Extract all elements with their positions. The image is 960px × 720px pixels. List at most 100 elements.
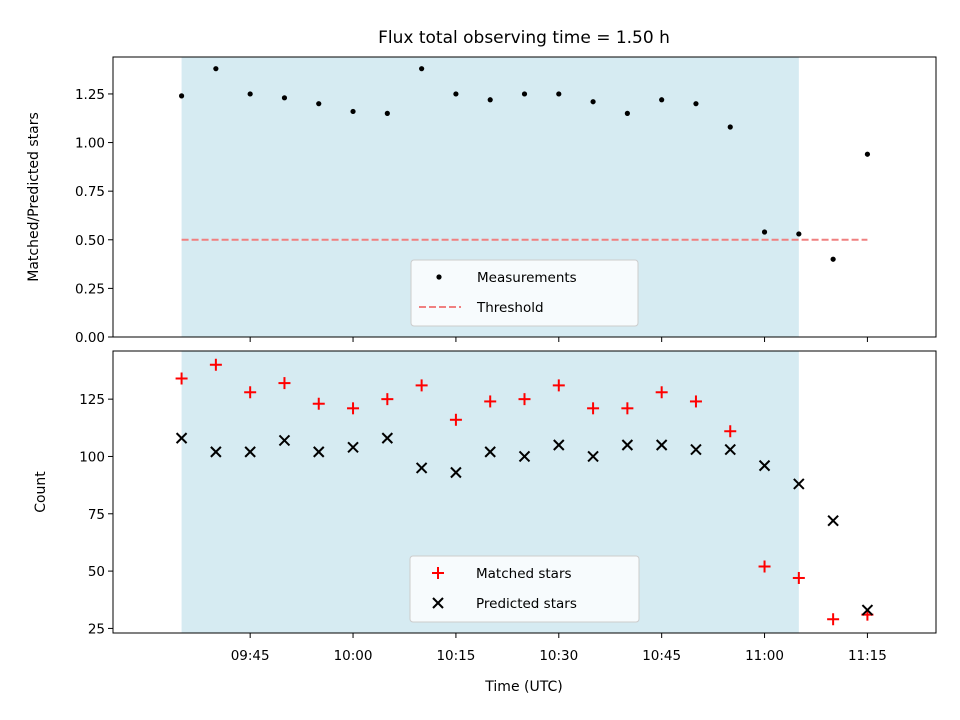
measurements-point [521, 91, 528, 97]
top-axes-frame [112, 56, 937, 338]
measurements-point [556, 91, 562, 97]
x-tick-label: 11:15 [848, 648, 887, 664]
measurements-point [316, 101, 322, 107]
matched-stars-point [587, 402, 600, 415]
measurements-point [281, 95, 288, 101]
measurements-point [384, 110, 390, 116]
legend-marker-measurements [436, 274, 442, 280]
x-tick-label: 10:15 [436, 648, 475, 664]
measurements-point [727, 124, 733, 130]
top-panel-marks [178, 66, 871, 262]
y-tick-label: 100 [79, 449, 105, 465]
predicted-stars-point [690, 443, 702, 456]
predicted-stars-point [347, 441, 359, 453]
measurements-point [830, 256, 836, 262]
measurements-point [487, 97, 493, 103]
measurements-point [178, 93, 185, 99]
matched-stars-point [244, 386, 257, 399]
x-tick-label: 11:00 [745, 648, 784, 664]
y-tick-label: 25 [88, 621, 105, 637]
measurements-point [624, 110, 630, 116]
legend-label-matched-stars: Matched stars [476, 566, 572, 582]
top-legend: Measurements Threshold [410, 259, 639, 327]
predicted-stars-point [621, 439, 634, 451]
matched-stars-point [792, 571, 805, 584]
y-tick-label: 0.50 [75, 233, 105, 249]
measurements-point [796, 231, 802, 237]
matched-stars-point [724, 425, 737, 438]
predicted-stars-point [381, 432, 394, 444]
top-y-axis-ticks: 0.00 0.25 0.50 0.75 1.00 1.25 [75, 87, 113, 346]
y-tick-label: 0.00 [75, 330, 105, 346]
y-tick-label: 0.25 [75, 281, 105, 297]
matched-stars-point [484, 395, 497, 408]
predicted-stars-point [415, 462, 428, 474]
measurements-point [247, 91, 253, 97]
x-tick-label: 09:45 [231, 648, 270, 664]
y-tick-label: 1.00 [75, 136, 105, 152]
bottom-y-axis-ticks: 25 50 75 100 125 [79, 392, 113, 637]
predicted-stars-point [587, 450, 599, 463]
y-tick-label: 75 [88, 507, 105, 523]
predicted-stars-point [827, 514, 839, 527]
measurements-point [350, 108, 356, 115]
matched-stars-point [209, 358, 222, 371]
measurements-point [213, 66, 219, 72]
top-y-axis-label: Matched/Predicted stars [26, 112, 42, 282]
matched-stars-point [347, 402, 360, 415]
legend-label-threshold: Threshold [476, 300, 544, 316]
predicted-stars-point [210, 446, 222, 458]
top-legend-box [410, 259, 639, 327]
bottom-axes-frame [112, 350, 937, 634]
predicted-stars-point [655, 439, 668, 451]
predicted-stars-point [313, 446, 325, 458]
matched-stars-point [655, 386, 668, 399]
predicted-stars-point [518, 450, 531, 463]
legend-marker-matched-stars [432, 567, 444, 579]
predicted-stars-point [553, 439, 565, 451]
top-panel: 0.00 0.25 0.50 0.75 1.00 1.25 Matched/Predict… [26, 56, 937, 346]
measurements-point [659, 97, 665, 103]
matched-stars-point [552, 379, 565, 392]
matched-stars-point [312, 397, 325, 410]
matched-stars-point [758, 560, 771, 573]
matched-stars-point [827, 613, 840, 626]
predicted-stars-point [450, 466, 462, 479]
predicted-stars-point [724, 443, 736, 456]
legend-label-measurements: Measurements [477, 270, 577, 286]
measurements-point [419, 66, 425, 72]
x-tick-label: 10:00 [334, 648, 373, 664]
measurements-point [590, 99, 596, 105]
bottom-legend: Matched stars Predicted stars [409, 555, 640, 623]
y-tick-label: 0.75 [75, 184, 105, 200]
predicted-stars-point [758, 459, 771, 472]
predicted-stars-point [484, 446, 496, 458]
matched-stars-point [621, 402, 634, 415]
x-tick-label: 10:45 [642, 648, 681, 664]
matched-stars-point [175, 372, 188, 385]
matched-stars-point [278, 377, 291, 390]
predicted-stars-point [861, 604, 874, 616]
chart-title: Flux total observing time = 1.50 h [378, 28, 670, 48]
measurements-point [761, 229, 768, 235]
predicted-stars-point [244, 446, 256, 458]
y-tick-label: 125 [79, 392, 105, 408]
bottom-y-axis-label: Count [33, 471, 49, 513]
predicted-stars-point [793, 478, 805, 490]
y-tick-label: 50 [88, 564, 105, 580]
top-x-axis-ticks [249, 337, 868, 342]
matched-stars-point [415, 379, 428, 392]
matched-stars-point [449, 413, 462, 426]
x-tick-label: 10:30 [539, 648, 578, 664]
measurements-point [453, 91, 459, 97]
x-axis-label: Time (UTC) [484, 679, 562, 695]
measurements-point [693, 101, 699, 107]
legend-marker-predicted-stars [432, 597, 444, 609]
matched-stars-point [381, 393, 394, 406]
legend-label-predicted-stars: Predicted stars [476, 596, 577, 612]
predicted-stars-point [278, 434, 291, 447]
bottom-legend-box [409, 555, 640, 623]
bottom-panel: 25 50 75 100 125 09:45 10:00 10:15 10:30 10:45 11… [33, 350, 937, 664]
bottom-x-axis-ticks: 09:45 10:00 10:15 10:30 10:45 11:00 11:15 [231, 633, 887, 664]
y-tick-label: 1.25 [75, 87, 105, 103]
